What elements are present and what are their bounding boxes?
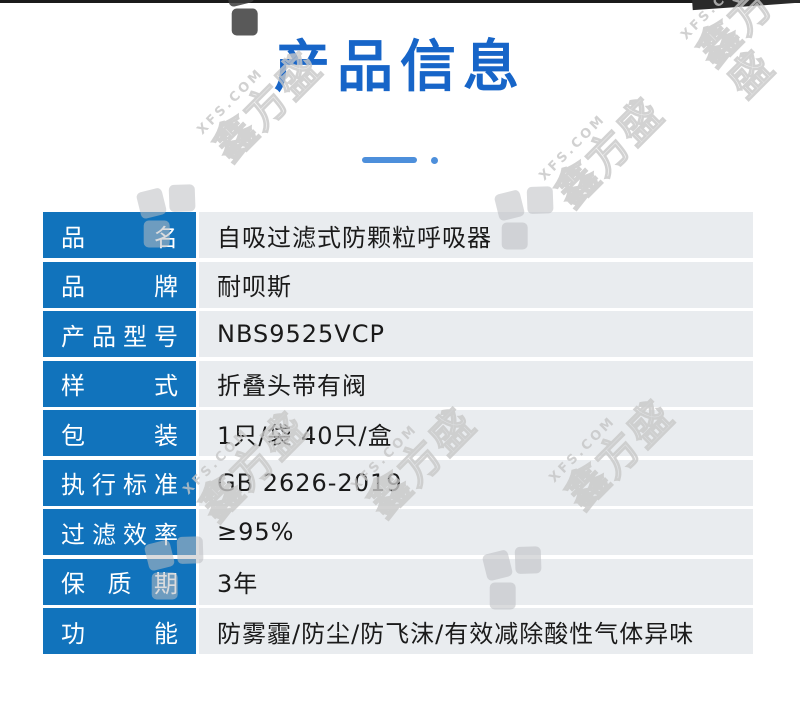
table-row: 过滤效率 ≥95%	[43, 509, 753, 555]
table-row: 品牌 耐呗斯	[43, 261, 753, 308]
table-row: 包装 1只/袋 40只/盒	[43, 410, 753, 456]
row-value: 耐呗斯	[199, 261, 753, 308]
row-value: ≥95%	[199, 509, 753, 555]
row-label: 样式	[43, 360, 196, 407]
table-row: 品名 自吸过滤式防颗粒呼吸器	[43, 212, 753, 258]
row-label: 过滤效率	[43, 509, 196, 555]
row-value: 自吸过滤式防颗粒呼吸器	[199, 212, 753, 258]
section-divider	[0, 0, 800, 3]
header: 产品信息	[0, 36, 800, 100]
table-row: 样式 折叠头带有阀	[43, 360, 753, 407]
table-row: 功能 防雾霾/防尘/防飞沫/有效减除酸性气体异味	[43, 608, 753, 654]
row-value: GB 2626-2019	[199, 459, 753, 506]
row-value: 防雾霾/防尘/防飞沫/有效减除酸性气体异味	[199, 608, 753, 654]
row-label: 执行标准	[43, 459, 196, 506]
row-value: 1只/袋 40只/盒	[199, 410, 753, 456]
section-divider-corner	[691, 0, 800, 11]
page-title: 产品信息	[274, 35, 526, 100]
brand-logo-watermark-icon	[223, 0, 291, 39]
row-label: 功能	[43, 608, 196, 654]
row-value: 3年	[199, 558, 753, 605]
table-row: 产品型号 NBS9525VCP	[43, 311, 753, 357]
row-label: 包装	[43, 410, 196, 456]
row-value: 折叠头带有阀	[199, 360, 753, 407]
watermark-cluster: XFS.COM 鑫方盛	[536, 80, 673, 217]
title-dash-icon	[362, 157, 417, 163]
table-row: 保质期 3年	[43, 558, 753, 605]
product-table: 品名 自吸过滤式防颗粒呼吸器 品牌 耐呗斯 产品型号 NBS9525VCP 样式…	[43, 212, 753, 658]
row-label: 品牌	[43, 261, 196, 308]
row-value: NBS9525VCP	[199, 311, 753, 357]
watermark-site-text: XFS.COM	[536, 111, 610, 184]
watermark-brand-text: 鑫方盛	[544, 88, 673, 217]
row-label: 保质期	[43, 558, 196, 605]
title-underline	[0, 155, 800, 165]
table-row: 执行标准 GB 2626-2019	[43, 459, 753, 506]
title-dot-icon	[431, 157, 438, 164]
row-label: 产品型号	[43, 311, 196, 357]
row-label: 品名	[43, 212, 196, 258]
